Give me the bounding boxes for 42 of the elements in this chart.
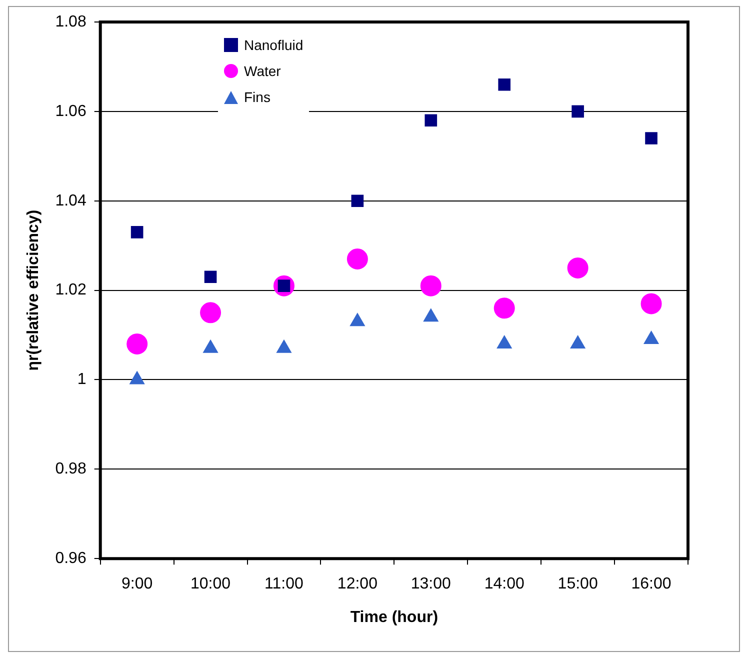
point xyxy=(204,270,217,284)
point xyxy=(494,298,515,319)
x-tick-label: 15:00 xyxy=(558,576,598,593)
point xyxy=(423,308,438,322)
x-tick-label: 13:00 xyxy=(410,576,452,593)
x-tick-label: 11:00 xyxy=(264,576,304,593)
point xyxy=(572,105,584,118)
point xyxy=(276,340,292,353)
legend-label: Fins xyxy=(244,89,270,105)
y-tick-label: 1.08 xyxy=(55,13,86,30)
x-tick-label: 9:00 xyxy=(122,576,153,593)
point xyxy=(346,248,368,270)
point xyxy=(203,340,218,353)
point xyxy=(126,333,148,354)
point xyxy=(640,293,662,314)
point xyxy=(424,114,438,127)
point xyxy=(496,335,512,348)
y-axis-title: ηr(relative efficiency) xyxy=(25,210,42,371)
y-tick-label: 1 xyxy=(77,371,86,388)
y-tick-label: 1.06 xyxy=(55,102,86,120)
y-tick-label: 0.96 xyxy=(55,550,86,568)
legend-label: Water xyxy=(244,63,281,79)
point xyxy=(420,275,442,296)
y-tick-label: 1.02 xyxy=(55,282,86,299)
point xyxy=(130,226,144,238)
point xyxy=(350,313,365,326)
legend-label: Nanofluid xyxy=(244,37,304,53)
point xyxy=(645,132,658,144)
point xyxy=(570,335,586,348)
x-tick-label: 16:00 xyxy=(631,576,672,593)
x-tick-label: 12:00 xyxy=(337,576,378,593)
x-axis-title: Time (hour) xyxy=(350,608,438,626)
point xyxy=(644,330,659,344)
y-tick-label: 1.04 xyxy=(55,192,86,210)
point xyxy=(200,302,222,324)
y-tick-label: 0.98 xyxy=(55,460,86,478)
point xyxy=(498,78,511,91)
point xyxy=(567,257,588,278)
point xyxy=(130,371,144,384)
x-tick-label: 14:00 xyxy=(484,576,524,593)
x-tick-label: 10:00 xyxy=(190,576,231,593)
point xyxy=(351,194,364,208)
